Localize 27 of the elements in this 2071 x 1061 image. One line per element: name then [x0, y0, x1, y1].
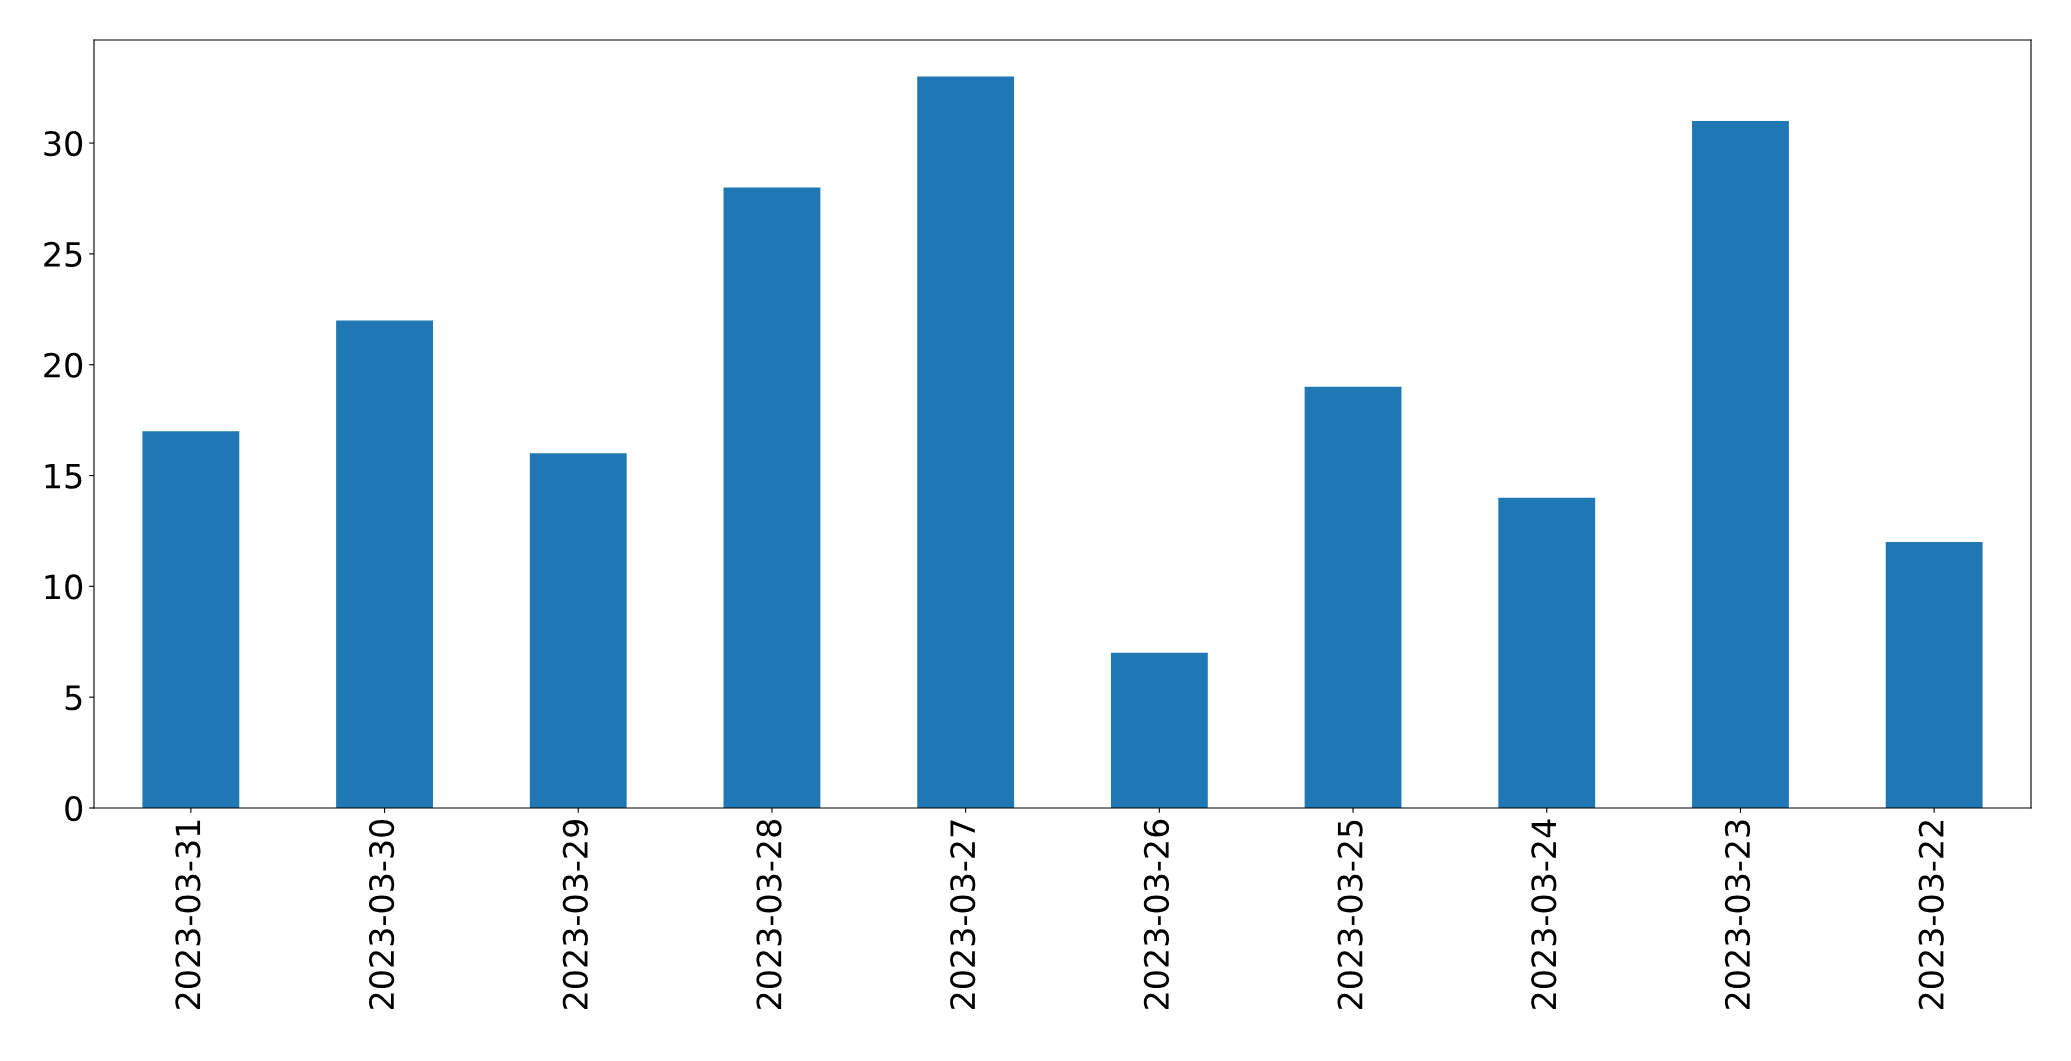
bar [142, 431, 240, 808]
x-tick-label: 2023-03-27 [950, 820, 976, 1009]
bar [529, 453, 627, 808]
bar [1885, 542, 1983, 808]
y-tick-label: 20 [44, 352, 83, 378]
y-tick-label: 10 [45, 574, 83, 600]
y-tick-label: 0 [65, 795, 83, 822]
y-tick-label: 15 [45, 463, 82, 489]
x-tick-label: 2023-03-31 [175, 820, 201, 1009]
bar [1110, 652, 1208, 808]
bar [917, 76, 1015, 808]
x-tick-label: 2023-03-26 [1143, 819, 1170, 1009]
bar [1304, 386, 1402, 808]
y-tick-label: 30 [44, 130, 83, 157]
x-tick-label: 2023-03-25 [1337, 820, 1363, 1009]
x-tick-label: 2023-03-29 [562, 820, 588, 1009]
x-tick-label: 2023-03-23 [1724, 820, 1751, 1009]
bar [1692, 120, 1789, 808]
x-tick-label: 2023-03-24 [1531, 819, 1557, 1009]
bar [723, 187, 821, 808]
x-tick-label: 2023-03-28 [756, 820, 782, 1009]
x-tick-label: 2023-03-22 [1918, 821, 1944, 1009]
bar [1498, 497, 1596, 808]
bar [336, 320, 433, 808]
y-tick-label: 5 [65, 685, 82, 711]
y-tick-label: 25 [44, 241, 82, 268]
x-tick-label: 2023-03-30 [369, 819, 395, 1009]
